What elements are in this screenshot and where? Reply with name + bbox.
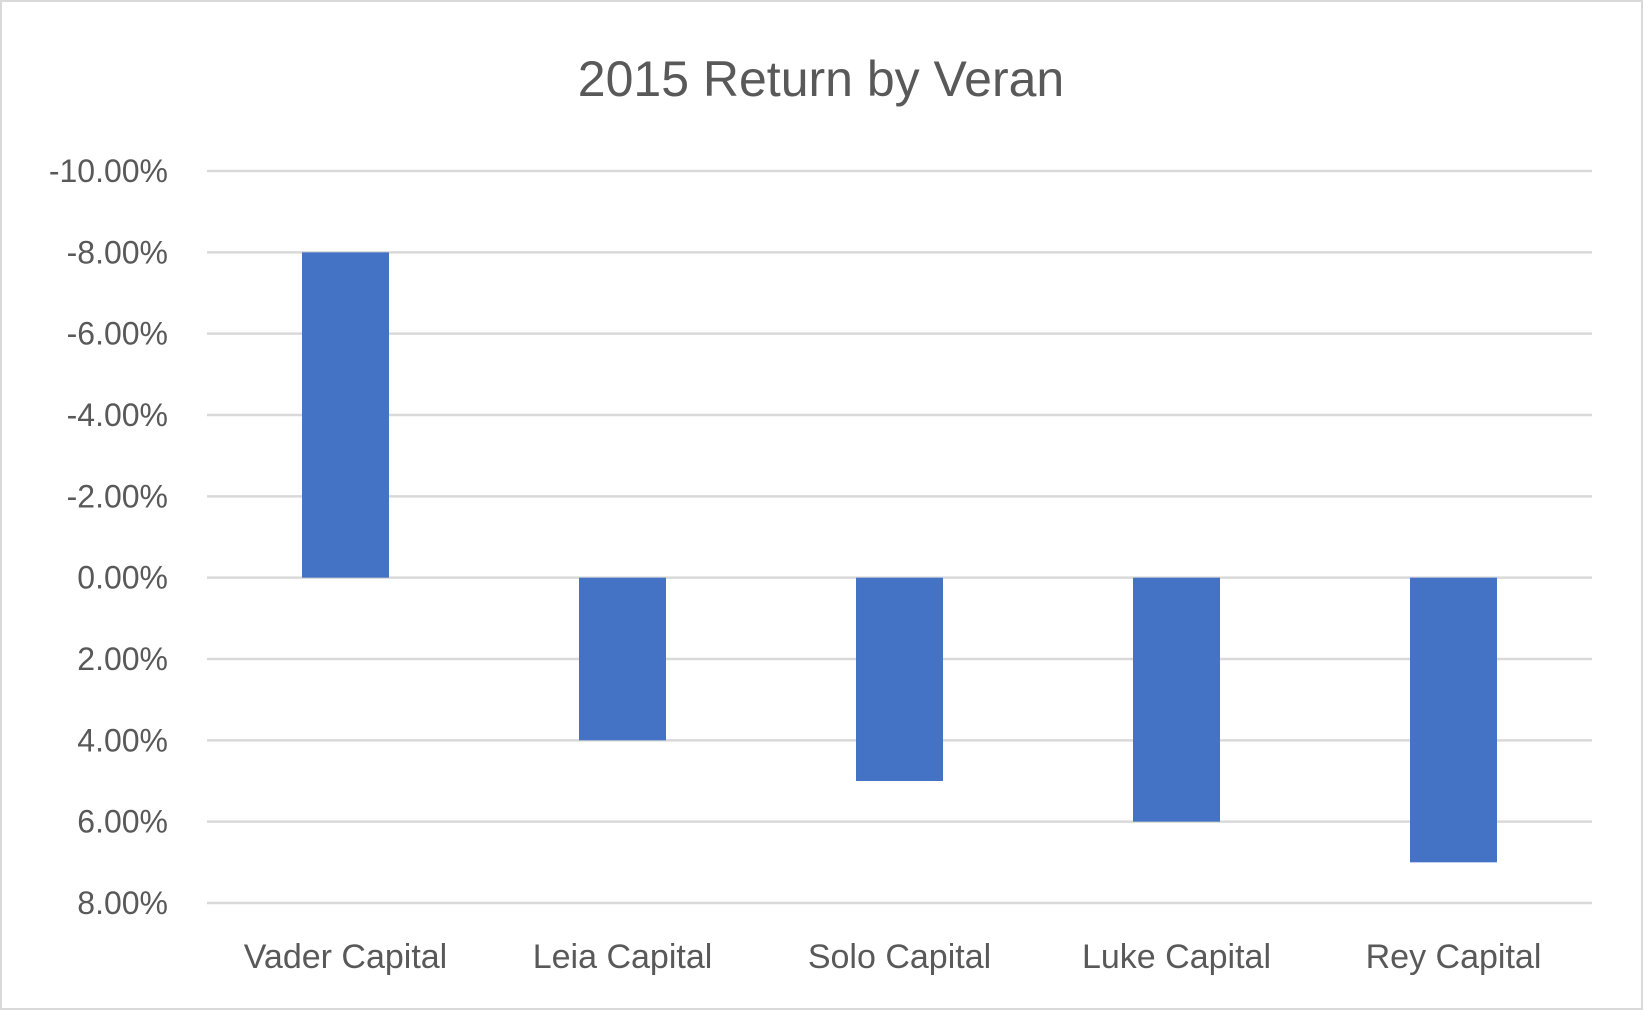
y-tick-label: 6.00%	[77, 804, 168, 840]
x-category-label: Solo Capital	[808, 938, 991, 976]
y-tick-label: -8.00%	[67, 234, 168, 270]
y-tick-label: 8.00%	[77, 885, 168, 921]
bar-luke-capital	[1133, 577, 1220, 822]
bar-solo-capital	[856, 577, 943, 781]
y-tick-label: -10.00%	[49, 153, 168, 189]
y-tick-label: 4.00%	[77, 722, 168, 758]
chart-title: 2015 Return by Veran	[578, 51, 1064, 107]
bars	[302, 252, 1497, 863]
y-tick-label: -4.00%	[67, 397, 168, 433]
x-category-label: Rey Capital	[1366, 938, 1542, 976]
x-axis-category-labels: Vader Capital Leia Capital Solo Capital Luk…	[244, 938, 1542, 976]
y-axis-tick-labels: -10.00% -8.00% -6.00% -4.00% -2.00% 0.00% 2.00…	[49, 153, 168, 921]
y-tick-label: 0.00%	[77, 560, 168, 596]
gridlines	[207, 169, 1592, 905]
bar-vader-capital	[302, 252, 389, 578]
bar-leia-capital	[579, 577, 666, 741]
y-tick-label: -2.00%	[67, 478, 168, 514]
y-tick-label: 2.00%	[77, 641, 168, 677]
x-category-label: Luke Capital	[1082, 938, 1271, 976]
bar-rey-capital	[1410, 577, 1497, 863]
x-category-label: Vader Capital	[244, 938, 448, 976]
y-tick-label: -6.00%	[67, 316, 168, 352]
x-category-label: Leia Capital	[533, 938, 713, 976]
